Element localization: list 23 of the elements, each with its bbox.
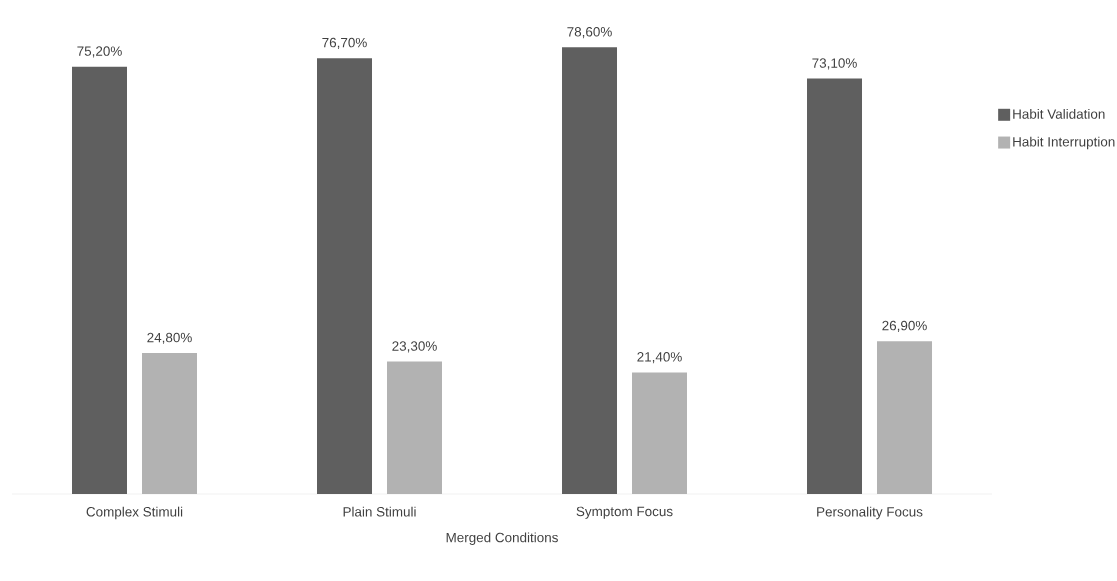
x-tick-label: Personality Focus	[817, 506, 923, 520]
data-label: 78,60%	[567, 27, 612, 39]
legend-label: Habit Interruption	[1013, 136, 1115, 150]
data-label: 76,70%	[322, 37, 367, 49]
data-label: 21,40%	[637, 352, 682, 364]
x-axis-title: Merged Conditions	[446, 532, 558, 545]
data-label: 75,20%	[77, 46, 122, 58]
bar	[72, 66, 127, 494]
bar	[387, 361, 442, 494]
bar	[317, 58, 372, 494]
bar	[142, 353, 197, 494]
legend-label: Habit Validation	[1013, 108, 1105, 119]
bar	[807, 78, 863, 494]
x-tick-label: Plain Stimuli	[343, 506, 416, 517]
bar	[562, 47, 618, 494]
x-tick-label: Symptom Focus	[576, 506, 673, 519]
x-tick-label: Complex Stimuli	[86, 506, 183, 520]
bar	[632, 372, 688, 494]
data-label: 24,80%	[147, 332, 192, 344]
data-label: 73,10%	[812, 58, 857, 70]
data-label: 26,90%	[882, 320, 927, 332]
bar	[877, 341, 933, 494]
data-label: 23,30%	[392, 341, 437, 353]
